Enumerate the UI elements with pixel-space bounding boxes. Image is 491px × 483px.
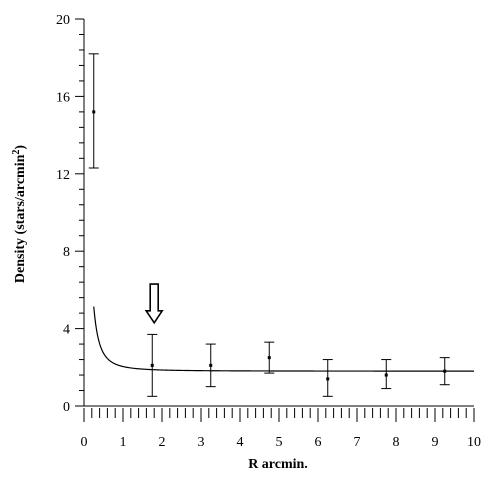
x-tick-label: 4 bbox=[237, 435, 244, 450]
data-point bbox=[267, 356, 271, 360]
x-tick-label: 10 bbox=[467, 435, 481, 450]
x-axis-title: R arcmin. bbox=[248, 457, 308, 472]
x-tick-label: 5 bbox=[276, 435, 283, 450]
y-axis-title: Density (stars/arcmin2) bbox=[11, 145, 28, 283]
x-tick-label: 7 bbox=[354, 435, 361, 450]
fit-curve bbox=[93, 306, 474, 372]
x-tick-label: 3 bbox=[198, 435, 205, 450]
y-tick-label: 8 bbox=[63, 245, 70, 260]
data-point bbox=[209, 363, 213, 367]
y-tick-label: 16 bbox=[56, 90, 70, 105]
x-tick-label: 9 bbox=[432, 435, 439, 450]
data-point bbox=[150, 363, 154, 367]
data-point bbox=[92, 110, 96, 114]
fit-layer bbox=[93, 306, 474, 372]
x-tick-label: 1 bbox=[120, 435, 127, 450]
data-point bbox=[443, 369, 447, 373]
points-layer bbox=[88, 53, 450, 397]
annotation-layer bbox=[144, 283, 164, 325]
x-tick-label: 2 bbox=[159, 435, 166, 450]
y-tick-label: 0 bbox=[63, 400, 70, 415]
data-point bbox=[326, 377, 330, 381]
x-tick-label: 8 bbox=[393, 435, 400, 450]
y-tick-label: 20 bbox=[56, 13, 70, 28]
x-tick-label: 0 bbox=[81, 435, 88, 450]
y-tick-label: 4 bbox=[63, 323, 70, 338]
y-tick-label: 12 bbox=[56, 168, 70, 183]
x-tick-label: 6 bbox=[315, 435, 322, 450]
arrow-down-icon bbox=[144, 283, 164, 325]
data-point bbox=[384, 373, 388, 377]
